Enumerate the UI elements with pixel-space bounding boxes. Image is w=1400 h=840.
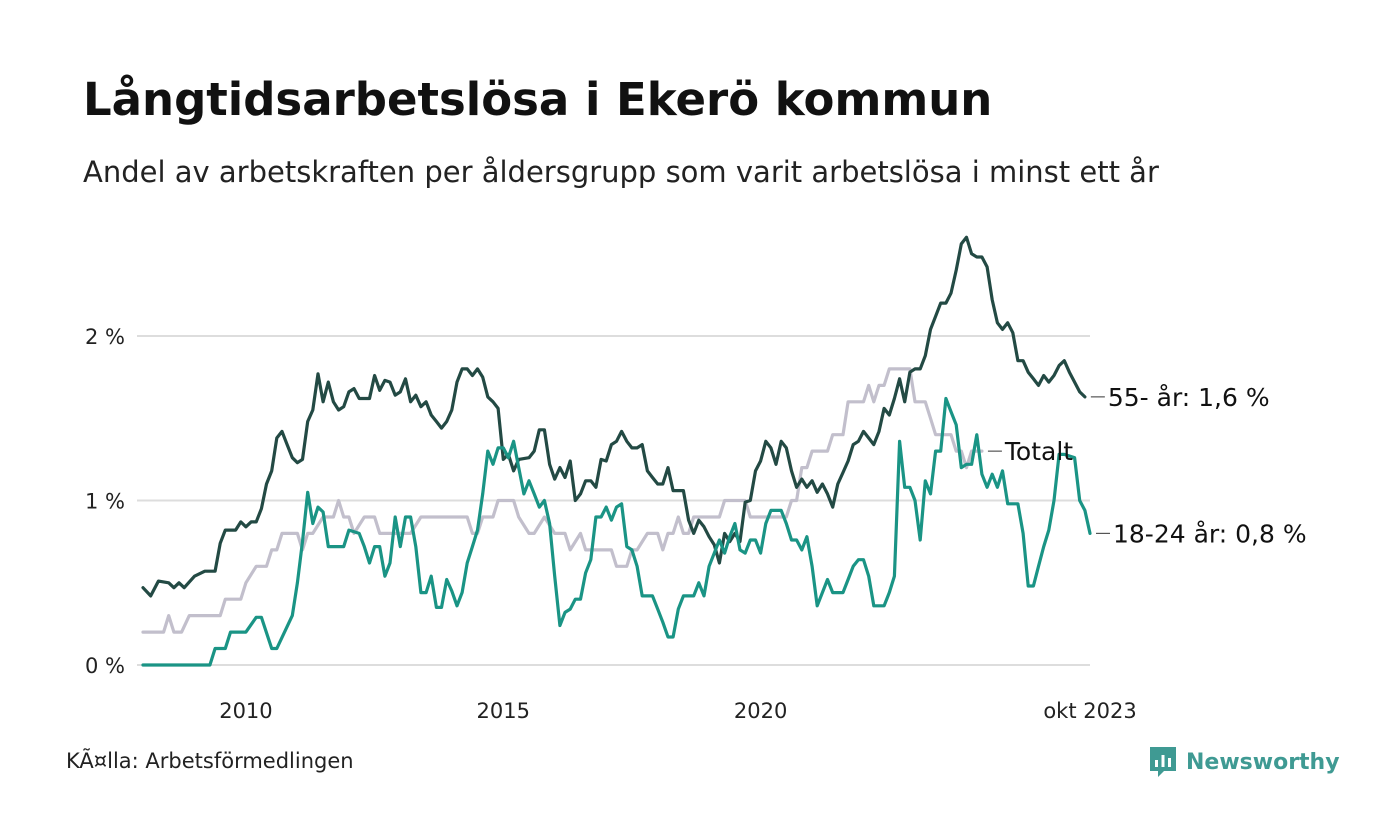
x-tick-label: 2015 xyxy=(477,699,530,723)
x-tick-label: 2010 xyxy=(219,699,272,723)
x-tick-label: okt 2023 xyxy=(1043,699,1136,723)
series-lines xyxy=(141,235,1092,667)
x-axis-ticks: 2010 2015 2020 okt 2023 xyxy=(219,699,1136,723)
chart-title: Långtidsarbetslösa i Ekerö kommun xyxy=(83,73,993,126)
series-end-label: 55- år: 1,6 % xyxy=(1108,383,1270,412)
y-tick-label: 1 % xyxy=(85,490,125,514)
y-axis-ticks: 0 % 1 % 2 % xyxy=(85,325,125,678)
series-end-labels: Totalt 55- år: 1,6 % 18-24 år: 0,8 % xyxy=(987,383,1307,548)
series-end-label: 18-24 år: 0,8 % xyxy=(1113,519,1307,548)
x-tick-label: 2020 xyxy=(734,699,787,723)
gridlines xyxy=(137,335,1090,666)
series-line-0 xyxy=(141,367,984,634)
chart-subtitle: Andel av arbetskraften per åldersgrupp s… xyxy=(83,155,1159,189)
y-tick-label: 0 % xyxy=(85,654,125,678)
newsworthy-logo-icon xyxy=(1150,747,1176,777)
brand-logo: Newsworthy xyxy=(1148,745,1340,779)
series-line-1 xyxy=(141,235,1087,598)
brand-name: Newsworthy xyxy=(1186,749,1340,775)
source-note: KÃ¤lla: Arbetsförmedlingen xyxy=(66,749,354,773)
series-end-label: Totalt xyxy=(1004,437,1073,466)
y-tick-label: 2 % xyxy=(85,325,125,349)
series-line-2 xyxy=(141,396,1092,667)
